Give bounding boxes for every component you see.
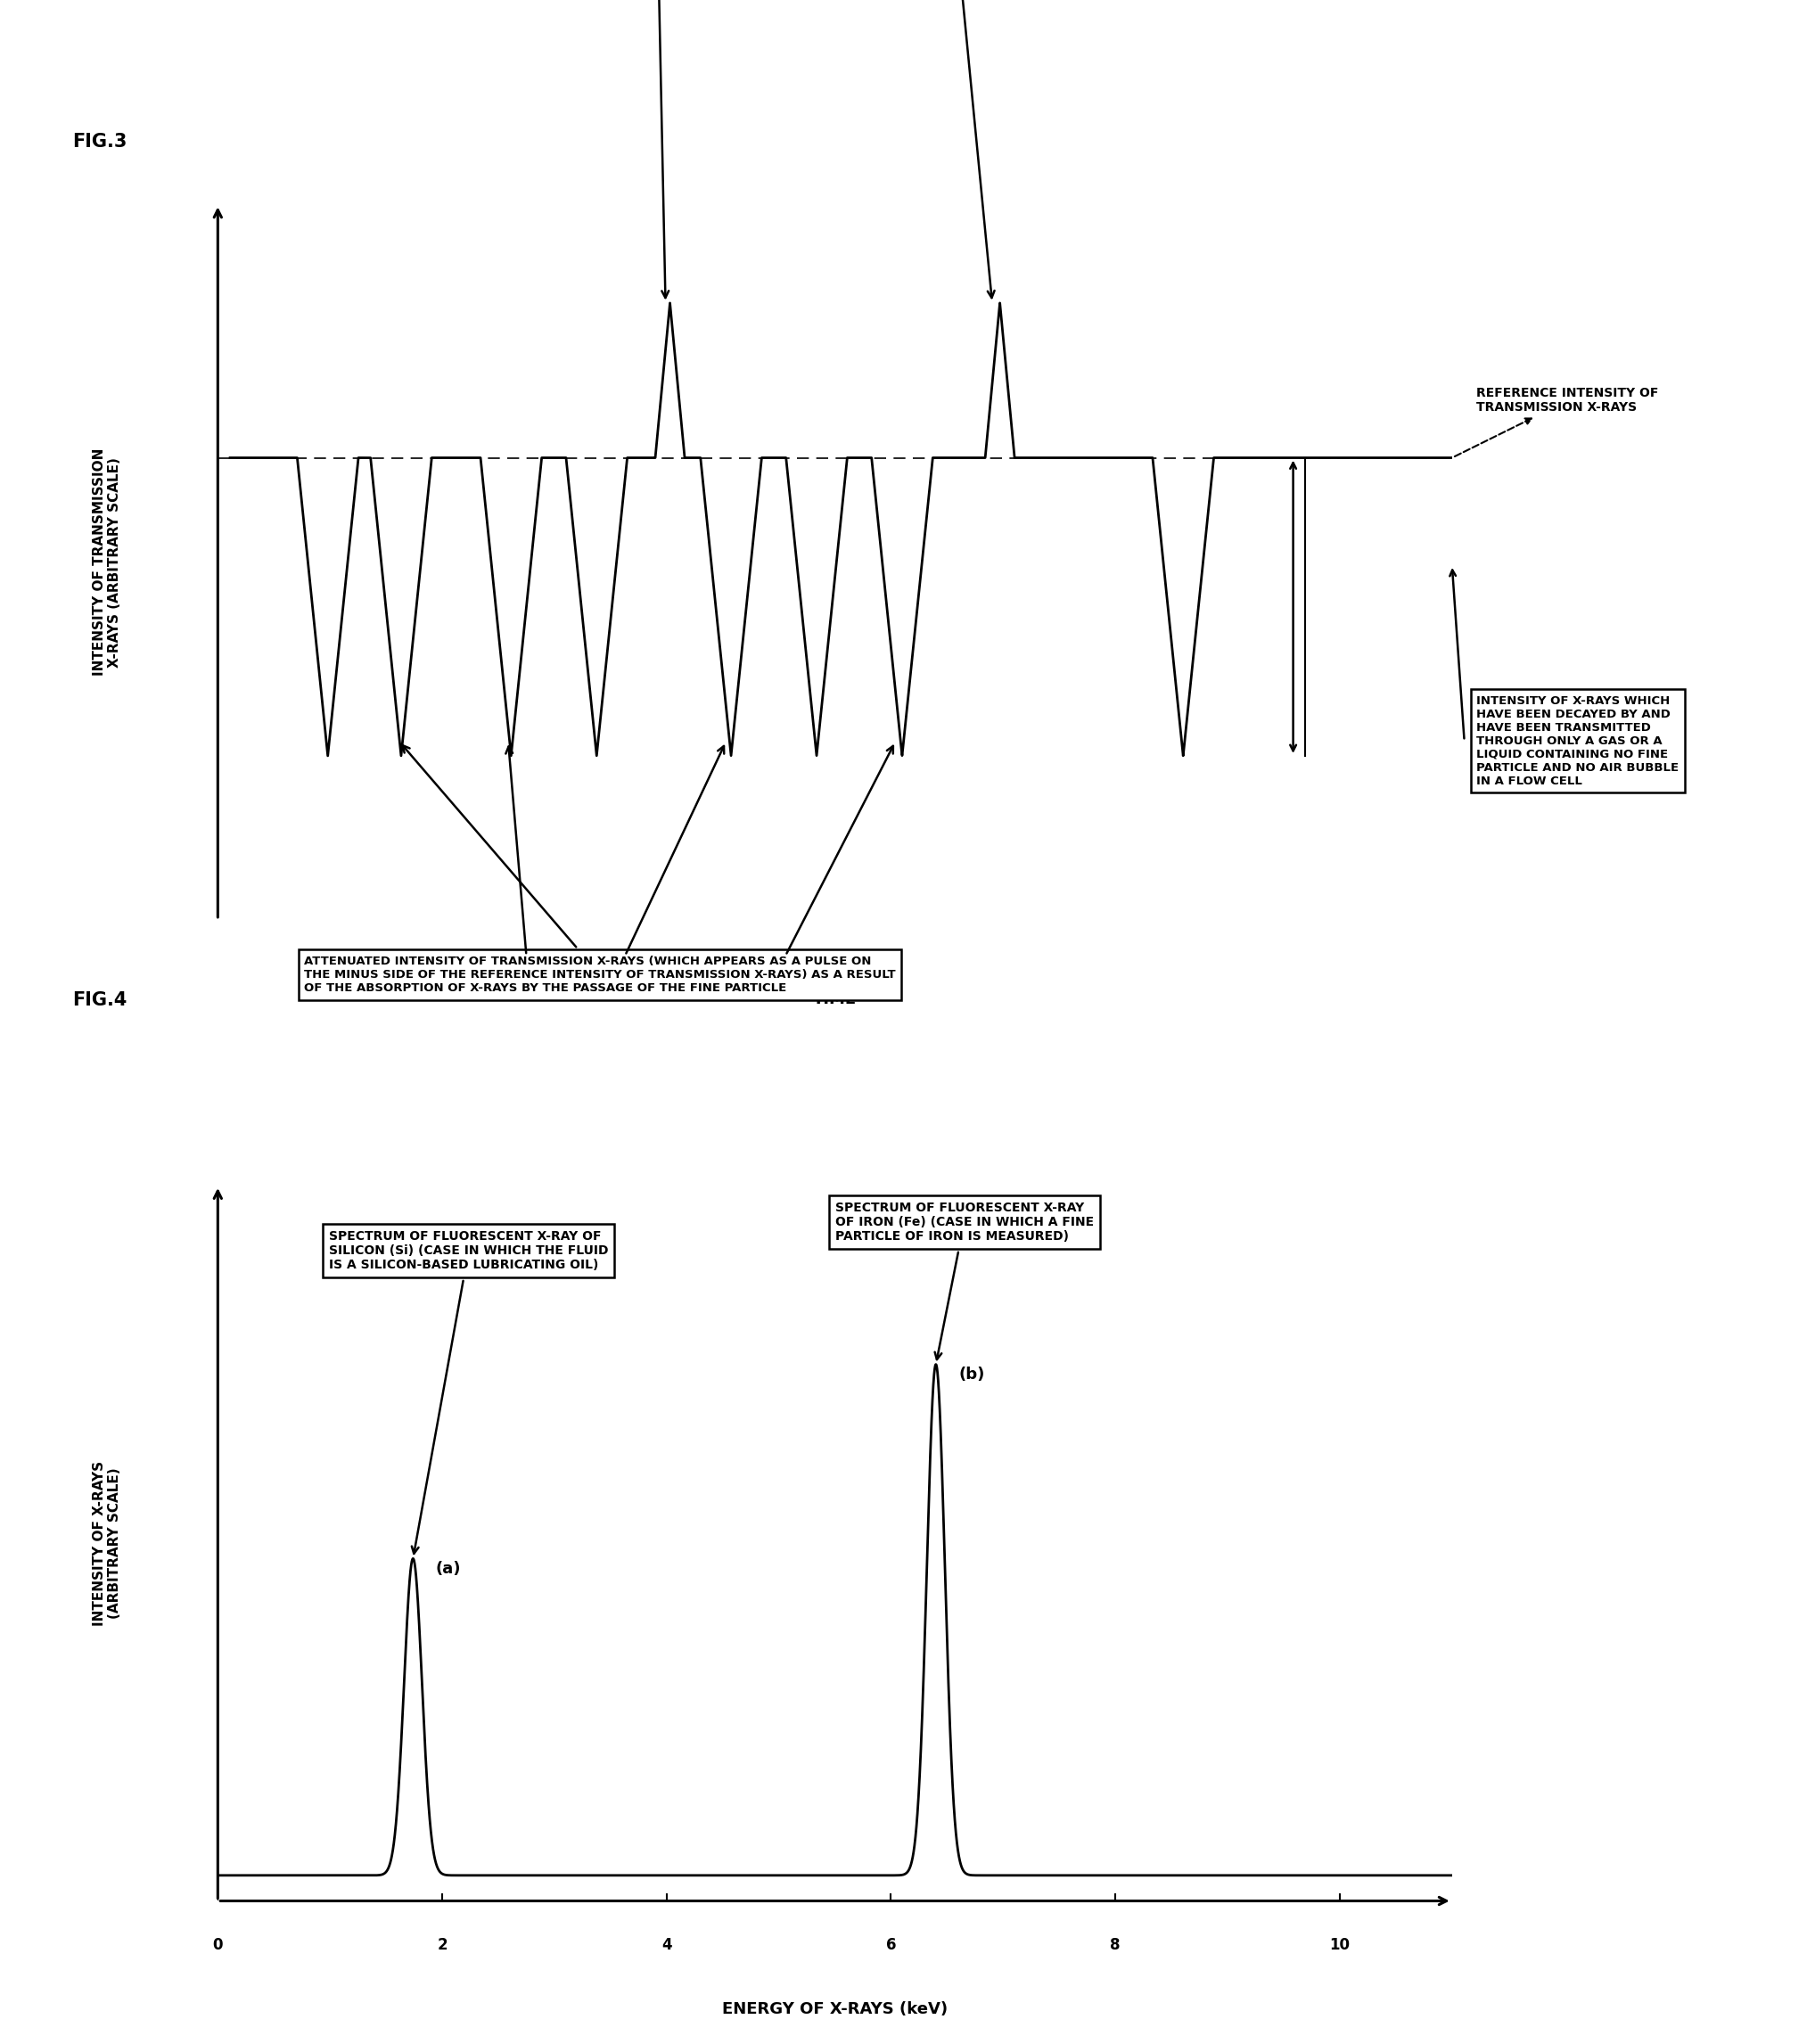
Text: INTENSITY OF X-RAYS WHICH
HAVE BEEN DECAYED BY AND
HAVE BEEN TRANSMITTED
THROUGH: INTENSITY OF X-RAYS WHICH HAVE BEEN DECA… xyxy=(1477,695,1679,787)
Text: ATTENUATED INTENSITY OF TRANSMISSION X-RAYS (WHICH APPEARS AS A PULSE ON
THE MIN: ATTENUATED INTENSITY OF TRANSMISSION X-R… xyxy=(305,746,897,993)
Text: 4: 4 xyxy=(661,1938,672,1952)
Text: SPECTRUM OF FLUORESCENT X-RAY OF
SILICON (Si) (CASE IN WHICH THE FLUID
IS A SILI: SPECTRUM OF FLUORESCENT X-RAY OF SILICON… xyxy=(329,1230,608,1553)
Text: 10: 10 xyxy=(1330,1938,1350,1952)
Text: SPECTRUM OF FLUORESCENT X-RAY
OF IRON (Fe) (CASE IN WHICH A FINE
PARTICLE OF IRO: SPECTRUM OF FLUORESCENT X-RAY OF IRON (F… xyxy=(835,1202,1093,1359)
Text: 0: 0 xyxy=(212,1938,223,1952)
Text: FIG.3: FIG.3 xyxy=(73,133,127,151)
Text: FIG.4: FIG.4 xyxy=(73,991,127,1010)
Text: 6: 6 xyxy=(886,1938,897,1952)
Text: (a): (a) xyxy=(436,1562,461,1576)
Text: 2: 2 xyxy=(437,1938,446,1952)
Text: ENERGY OF X-RAYS (keV): ENERGY OF X-RAYS (keV) xyxy=(722,2001,947,2017)
Text: (b): (b) xyxy=(958,1367,984,1382)
Text: 8: 8 xyxy=(1111,1938,1120,1952)
Text: INCREASED INTENSITY OF TRANSMISSION X-RAYS (WHICH APPEARS AS A PULSE ON THE PLUS: INCREASED INTENSITY OF TRANSMISSION X-RA… xyxy=(316,0,998,298)
Text: TIME: TIME xyxy=(813,991,857,1008)
Text: INTENSITY OF TRANSMISSION
X-RAYS (ARBITRARY SCALE): INTENSITY OF TRANSMISSION X-RAYS (ARBITR… xyxy=(93,448,122,677)
Text: REFERENCE INTENSITY OF
TRANSMISSION X-RAYS: REFERENCE INTENSITY OF TRANSMISSION X-RA… xyxy=(1454,386,1659,456)
Text: INTENSITY OF X-RAYS
(ARBITRARY SCALE): INTENSITY OF X-RAYS (ARBITRARY SCALE) xyxy=(93,1461,122,1625)
